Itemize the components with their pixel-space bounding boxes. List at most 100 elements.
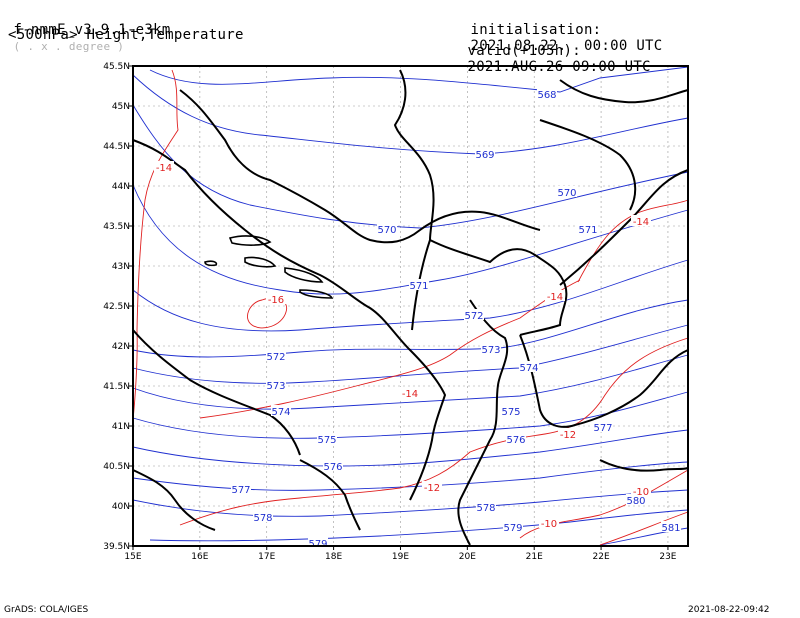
graticule [129,65,688,550]
label-bg [377,223,397,234]
temperature-contour [132,69,179,421]
level-product: <500hPa> Height,Temperature [8,27,244,43]
lon-tick-label: 17E [258,552,275,562]
label-bg [422,481,442,492]
header-model-line: f-nmmE_v3.9.1-e3km ( . x . degree ) [0,6,171,54]
height-label: 574 [271,407,290,418]
island [244,256,277,268]
label-bg [317,433,337,444]
axis-labels: 15E 16E 17E 18E 19E 20E 21E 22E 23E 39.5N 40N 40.5N… [103,62,677,562]
label-bg [154,161,174,172]
temperature-label: -14 [547,292,563,303]
lat-tick-label: 45.5N [103,62,130,72]
lat-tick-label: 45N [112,102,130,112]
init-line: initialisation: 2021.08.22. 00:00 UTC [453,6,663,54]
height-label: 572 [266,352,285,363]
label-bg [481,343,501,354]
border-line [457,299,509,546]
credit: GrADS: COLA/IGES [4,605,89,615]
label-bg [626,494,646,505]
temperature-label: -10 [633,487,649,498]
island [228,235,272,246]
temperature-contour [199,279,581,419]
label-bg [253,511,273,522]
lat-tick-label: 44N [112,182,130,192]
height-contour [132,74,689,155]
label-bg [400,387,420,398]
temperature-label: -14 [402,389,418,400]
height-label: 569 [475,150,494,161]
height-label: 581 [661,523,680,534]
grid-note: ( . x . degree ) [13,40,125,53]
border-line [599,459,689,472]
coastline [132,139,447,501]
temperature-label: -16 [268,295,284,306]
label-bg [593,421,613,432]
height-label: 576 [323,462,342,473]
label-bg [409,279,429,290]
coastline [299,459,361,531]
label-bg [231,483,251,494]
height-contour [149,509,689,542]
lon-tick-label: 20E [459,552,476,562]
label-bg [631,215,651,226]
lat-tick-label: 39.5N [103,542,130,552]
label-bg [476,501,496,512]
lon-tick-label: 15E [124,552,141,562]
model-name: f-nmmE_v3.9.1-e3km [13,22,171,38]
temperature-label: -10 [541,519,557,530]
label-bg [266,293,286,304]
label-bg [578,223,598,234]
height-label: 574 [519,363,538,374]
label-bg [503,521,523,532]
country-borders [132,69,689,546]
height-labels: 568 569 570 570 571 571 572 572 573 573 574 574 575 5… [231,88,681,550]
height-contour [132,391,689,439]
border-line [539,119,637,211]
lon-tick-label: 23E [659,552,676,562]
height-contour [149,66,689,93]
temperature-contour [577,199,689,283]
label-bg [519,361,539,372]
label-bg [308,537,328,548]
height-contour [132,489,689,517]
lon-tick-label: 18E [325,552,342,562]
lat-tick-label: 40.5N [103,462,130,472]
temperature-contour [179,337,689,526]
lon-tick-label: 21E [526,552,543,562]
height-contours [132,66,689,546]
height-contour [132,354,689,410]
height-label: 578 [476,503,495,514]
height-label: 572 [464,311,483,322]
height-label: 580 [626,496,645,507]
height-label: 577 [593,423,612,434]
lat-tick-label: 40N [112,502,130,512]
temperature-contours [132,69,689,546]
lon-tick-label: 16E [191,552,208,562]
label-bg [475,148,495,159]
label-bg [557,186,577,197]
lat-tick-label: 42.5N [103,302,130,312]
border-line [179,89,541,244]
label-bg [558,428,578,439]
label-bg [266,350,286,361]
height-label: 579 [308,539,327,550]
label-bg [323,460,343,471]
border-line [559,169,689,286]
init-value: 2021.08.22. 00:00 UTC [470,38,663,54]
timestamp: 2021-08-22-09:42 [688,605,770,615]
lat-tick-label: 42N [112,342,130,352]
height-label: 571 [578,225,597,236]
height-label: 578 [253,513,272,524]
height-contour [132,429,689,467]
map-frame [132,65,689,547]
lat-tick-label: 43.5N [103,222,130,232]
label-bg [506,433,526,444]
height-label: 576 [506,435,525,446]
lat-tick-label: 41.5N [103,382,130,392]
label-bg [661,521,681,532]
height-contour [132,184,689,295]
border-line [559,79,689,104]
height-label: 575 [317,435,336,446]
island [299,289,334,299]
